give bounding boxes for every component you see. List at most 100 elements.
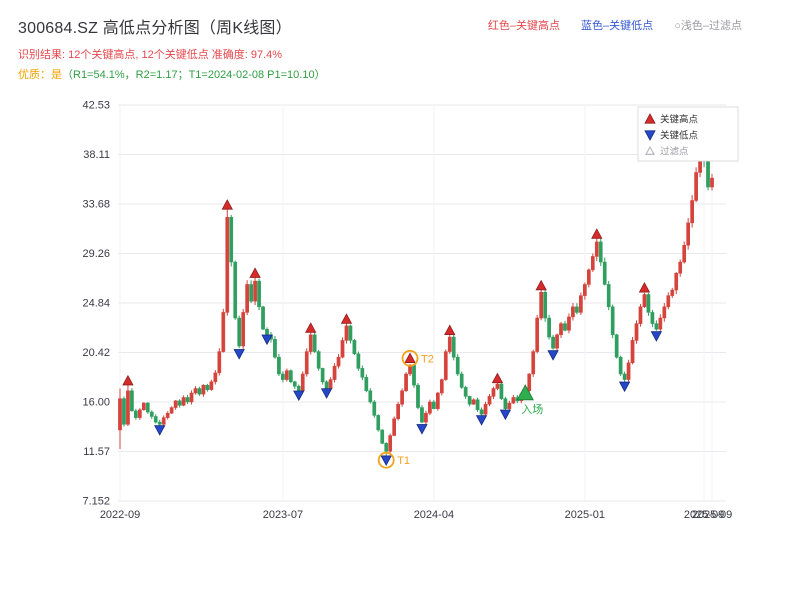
- candle-body: [288, 370, 293, 383]
- y-axis-tick-label: 20.42: [82, 347, 110, 359]
- candle-body: [499, 383, 504, 399]
- candle-body: [650, 312, 655, 324]
- candle-body: [686, 222, 691, 246]
- candle-body: [372, 401, 377, 416]
- plot-legend-item-label: 过滤点: [660, 146, 689, 158]
- candle-body: [130, 390, 134, 412]
- candle-body: [292, 381, 297, 387]
- candle-body: [404, 373, 408, 392]
- candle-body: [555, 334, 559, 349]
- candle-body: [471, 399, 476, 405]
- candle-body: [467, 396, 472, 405]
- candle-body: [332, 365, 337, 380]
- candle-body: [710, 177, 714, 188]
- candle-body: [221, 312, 226, 352]
- candle-body: [241, 312, 246, 347]
- candle-body: [539, 292, 544, 319]
- page-title: 300684.SZ 高低点分析图（周K线图）: [18, 20, 292, 37]
- candle-body: [455, 356, 460, 375]
- candle-body: [336, 356, 341, 367]
- candle-body: [157, 421, 162, 425]
- kline-chart: 42.53 38.11 33.68 29.26 24.84 20.42 16.00 11.57…: [82, 100, 739, 521]
- candle-body: [642, 294, 647, 308]
- candle-body: [670, 289, 675, 296]
- candlestick-series: [118, 138, 714, 457]
- candle-body: [682, 245, 687, 263]
- y-axis-tick-label: 16.00: [82, 396, 110, 408]
- candle-body: [447, 336, 452, 352]
- candle-body: [265, 328, 269, 336]
- key-high-marker: [638, 281, 651, 293]
- candle-body: [495, 383, 500, 389]
- annotations: T2 T1 入场: [377, 349, 543, 469]
- candle-body: [630, 340, 635, 364]
- candle-body: [451, 336, 456, 358]
- candle-body: [638, 306, 643, 324]
- candle-body: [213, 372, 218, 383]
- candle-body: [531, 351, 536, 375]
- candle-body: [312, 334, 317, 352]
- key-low-marker: [618, 381, 631, 393]
- candle-body: [646, 294, 651, 313]
- candle-body: [145, 402, 150, 413]
- recognition-result-text: 识别结果: 12个关键高点, 12个关键低点 准确度: 97.4%: [18, 49, 283, 61]
- candle-body: [432, 401, 436, 409]
- candle-body: [662, 306, 667, 319]
- top-legend: 红色–关键高点 蓝色–关键低点 ○浅色–过滤点: [470, 17, 782, 33]
- annotation-circle-t2: [401, 349, 419, 367]
- candle-body: [511, 397, 516, 404]
- key-low-marker: [233, 349, 245, 360]
- candle-body: [364, 377, 369, 392]
- x-axis-tick-label: 2025-01: [565, 509, 605, 521]
- candle-body: [122, 398, 126, 425]
- candle-body: [527, 373, 532, 392]
- y-axis-tick-label: 24.84: [82, 298, 110, 310]
- candle-body: [141, 402, 146, 411]
- candle-body: [328, 379, 333, 389]
- entry-marker: [516, 384, 534, 401]
- candle-body: [424, 412, 428, 423]
- candle-body: [436, 392, 440, 409]
- y-axis-tick-label: 38.11: [83, 149, 110, 161]
- candle-body: [459, 373, 464, 388]
- candle-body: [487, 396, 492, 405]
- key-high-marker: [535, 279, 547, 291]
- candle-body: [654, 323, 659, 330]
- quality-flag-text: 优质：是: [18, 69, 62, 81]
- candle-body: [420, 407, 424, 423]
- candle-body: [134, 410, 138, 418]
- key-low-marker: [416, 424, 428, 435]
- key-high-marker: [221, 199, 233, 210]
- candle-body: [503, 398, 508, 409]
- candle-body: [606, 284, 611, 308]
- annotation-circle-t1: [377, 451, 395, 469]
- candle-body: [598, 241, 603, 263]
- key-low-marker: [499, 409, 512, 421]
- candle-body: [547, 317, 551, 338]
- candle-body: [193, 388, 198, 394]
- candle-body: [205, 384, 210, 390]
- candle-body: [197, 388, 202, 395]
- key-low-marker: [650, 331, 663, 342]
- candle-body: [173, 400, 178, 408]
- candle-body: [583, 284, 587, 296]
- x-axis-tick-label: 2022-09: [100, 509, 140, 521]
- candle-body: [590, 256, 595, 271]
- annotation-label-t1: T1: [397, 455, 410, 467]
- candle-body: [543, 292, 547, 319]
- candle-body: [706, 161, 710, 188]
- candle-body: [177, 400, 182, 406]
- key-high-marker: [444, 324, 456, 335]
- candle-body: [149, 411, 154, 417]
- candle-body: [300, 373, 305, 392]
- legend-key-high-label: 红色–关键高点: [487, 20, 560, 32]
- candle-body: [118, 398, 122, 431]
- candle-body: [340, 340, 345, 358]
- key-low-marker: [320, 388, 333, 399]
- key-high-marker: [591, 228, 603, 239]
- candle-body: [296, 386, 301, 392]
- candle-body: [368, 390, 373, 403]
- candle-body: [396, 403, 400, 420]
